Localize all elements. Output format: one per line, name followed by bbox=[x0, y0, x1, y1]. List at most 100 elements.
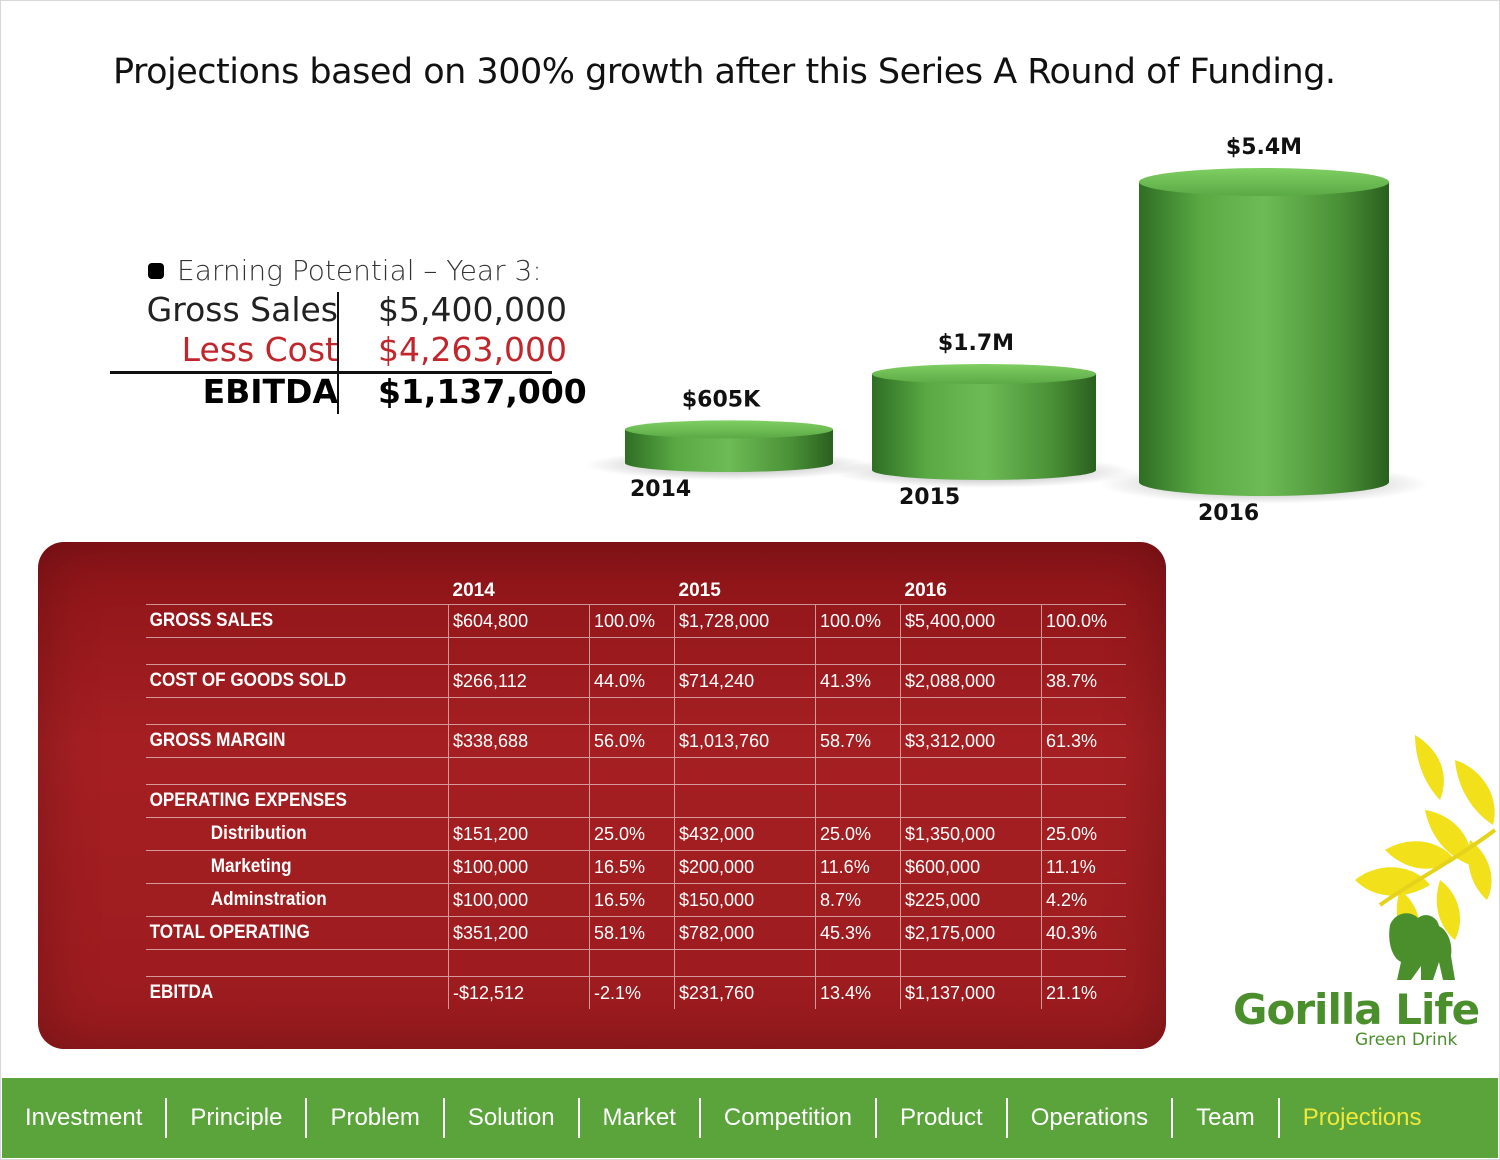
row-label: COST OF GOODS SOLD bbox=[146, 664, 419, 698]
less-cost-label: Less Cost bbox=[181, 330, 338, 369]
percent-cell: 25.0% bbox=[1041, 817, 1126, 851]
revenue-cylinder-chart: $605K 2014 $1.7M 2015 $5.4M 2016 bbox=[585, 135, 1429, 526]
header-year-2015: 2015 bbox=[678, 580, 721, 601]
amount-cell: $1,728,000 bbox=[674, 604, 816, 638]
percent-cell: 38.7% bbox=[1041, 664, 1126, 698]
spacer-cell bbox=[589, 757, 675, 785]
bar-body bbox=[872, 374, 1096, 480]
nav-item-competition[interactable]: Competition bbox=[723, 1104, 852, 1131]
amount-cell: $714,240 bbox=[674, 664, 816, 698]
bar-body bbox=[625, 429, 833, 472]
earning-heading: Earning Potential – Year 3: bbox=[177, 254, 542, 287]
spacer-cell bbox=[1041, 949, 1126, 977]
percent-cell: 56.0% bbox=[589, 724, 675, 758]
amount-cell: -$12,512 bbox=[448, 976, 590, 1009]
table-row: Marketing $100,000 16.5% $200,000 11.6% $600,… bbox=[146, 850, 1126, 884]
amount-cell: $338,688 bbox=[448, 724, 590, 758]
header-year-2014: 2014 bbox=[452, 580, 495, 601]
table-row: TOTAL OPERATING $351,200 58.1% $782,000 45.3… bbox=[146, 916, 1126, 950]
amount-cell: $3,312,000 bbox=[900, 724, 1042, 758]
table-spacer-row bbox=[146, 757, 1126, 785]
less-cost-value: $4,263,000 bbox=[378, 330, 567, 369]
nav-item-problem[interactable]: Problem bbox=[330, 1104, 420, 1131]
spacer-cell bbox=[589, 637, 675, 665]
table-row: Distribution $151,200 25.0% $432,000 25.0% $1… bbox=[146, 817, 1126, 851]
nav-separator bbox=[1005, 1098, 1008, 1138]
row-label: GROSS SALES bbox=[146, 604, 419, 638]
bar-value-label: $5.4M bbox=[1226, 135, 1302, 160]
summary-divider-horizontal bbox=[110, 371, 552, 374]
header-blank bbox=[146, 566, 449, 605]
nav-item-market[interactable]: Market bbox=[602, 1104, 676, 1131]
bar-top bbox=[872, 364, 1096, 384]
brand-tagline: Green Drink bbox=[1355, 1030, 1458, 1050]
amount-cell: $1,350,000 bbox=[900, 817, 1042, 851]
table-spacer-row bbox=[146, 697, 1126, 725]
amount-cell: $200,000 bbox=[674, 850, 816, 884]
percent-cell: 11.1% bbox=[1041, 850, 1126, 884]
amount-cell: $1,137,000 bbox=[900, 976, 1042, 1009]
leaf-gorilla-icon bbox=[1355, 735, 1497, 980]
spacer-cell bbox=[900, 757, 1042, 785]
spacer-cell bbox=[900, 697, 1042, 725]
nav-item-team[interactable]: Team bbox=[1196, 1104, 1255, 1131]
percent-cell: 41.3% bbox=[815, 664, 901, 698]
nav-item-product[interactable]: Product bbox=[899, 1104, 983, 1131]
amount-cell: $782,000 bbox=[674, 916, 816, 950]
amount-cell: $5,400,000 bbox=[900, 604, 1042, 638]
bar-category-label: 2015 bbox=[899, 485, 960, 510]
spacer-cell bbox=[674, 697, 816, 725]
amount-cell: $151,200 bbox=[448, 817, 590, 851]
percent-cell: 25.0% bbox=[815, 817, 901, 851]
spacer-cell bbox=[815, 697, 901, 725]
table-header-row: 2014 2015 2016 bbox=[146, 566, 1126, 605]
table-row: OPERATING EXPENSES bbox=[146, 784, 1126, 818]
nav-separator bbox=[577, 1098, 580, 1138]
bar-2014: $605K 2014 bbox=[585, 387, 873, 502]
header-year-2016: 2016 bbox=[904, 580, 947, 601]
spacer-cell bbox=[815, 949, 901, 977]
nav-item-solution[interactable]: Solution bbox=[467, 1104, 555, 1131]
bar-top bbox=[625, 420, 833, 439]
nav-item-operations[interactable]: Operations bbox=[1030, 1104, 1149, 1131]
financial-table: 2014 2015 2016 GROSS SALES $604,800 100.0%… bbox=[146, 566, 1126, 1009]
spacer-cell bbox=[674, 949, 816, 977]
amount-cell bbox=[448, 784, 590, 818]
percent-cell: 58.7% bbox=[815, 724, 901, 758]
nav-item-principle[interactable]: Principle bbox=[190, 1104, 283, 1131]
nav-item-projections[interactable]: Projections bbox=[1302, 1104, 1422, 1131]
bar-value-label: $1.7M bbox=[938, 331, 1014, 356]
gross-sales-label: Gross Sales bbox=[146, 290, 338, 329]
bar-top bbox=[1139, 168, 1389, 196]
bar-category-label: 2014 bbox=[630, 477, 691, 502]
percent-cell: 58.1% bbox=[589, 916, 675, 950]
spacer-cell bbox=[1041, 637, 1126, 665]
nav-item-investment[interactable]: Investment bbox=[25, 1104, 143, 1131]
amount-cell: $1,013,760 bbox=[674, 724, 816, 758]
nav-separator bbox=[442, 1098, 445, 1138]
percent-cell bbox=[589, 784, 675, 818]
spacer-cell bbox=[448, 697, 590, 725]
amount-cell: $100,000 bbox=[448, 850, 590, 884]
earning-summary: Earning Potential – Year 3: Gross Sales … bbox=[110, 252, 587, 422]
spacer-cell bbox=[815, 757, 901, 785]
amount-cell: $600,000 bbox=[900, 850, 1042, 884]
spacer-cell bbox=[146, 949, 449, 977]
table-spacer-row bbox=[146, 637, 1126, 665]
percent-cell: 100.0% bbox=[1041, 604, 1126, 638]
spacer-cell bbox=[674, 637, 816, 665]
spacer-cell bbox=[900, 637, 1042, 665]
table-row: GROSS MARGIN $338,688 56.0% $1,013,760 58.7%… bbox=[146, 724, 1126, 758]
nav-separator bbox=[305, 1098, 308, 1138]
nav-separator bbox=[165, 1098, 168, 1138]
amount-cell: $351,200 bbox=[448, 916, 590, 950]
spacer-cell bbox=[146, 757, 449, 785]
amount-cell bbox=[674, 784, 816, 818]
percent-cell: 100.0% bbox=[815, 604, 901, 638]
percent-cell: 40.3% bbox=[1041, 916, 1126, 950]
bar-2016: $5.4M 2016 bbox=[1099, 135, 1429, 526]
percent-cell: 13.4% bbox=[815, 976, 901, 1009]
amount-cell: $432,000 bbox=[674, 817, 816, 851]
percent-cell: 11.6% bbox=[815, 850, 901, 884]
percent-cell: 4.2% bbox=[1041, 883, 1126, 917]
